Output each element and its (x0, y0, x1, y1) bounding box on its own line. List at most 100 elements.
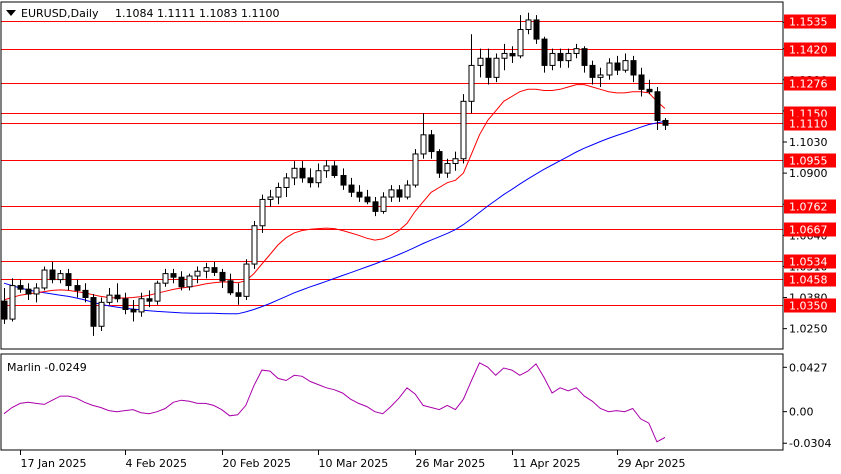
candle-body-bear (178, 276, 185, 288)
candle (412, 149, 419, 188)
candle (630, 55, 637, 83)
candle-body-bull (517, 29, 524, 57)
candle-body-bear (662, 119, 669, 126)
candle (194, 266, 201, 284)
candle (404, 180, 411, 200)
candle (211, 261, 218, 277)
candle-body-bull (9, 285, 16, 320)
candle-body-bear (219, 271, 226, 282)
x-tick-label: 29 Apr 2025 (618, 457, 686, 470)
candle-body-bull (98, 301, 105, 327)
candle (638, 67, 645, 97)
candle (444, 158, 451, 178)
x-tick-label: 10 Mar 2025 (319, 457, 389, 470)
collapse-triangle-icon[interactable] (6, 10, 16, 16)
level-label-box (784, 199, 836, 214)
candle (162, 268, 169, 287)
candle-body-bull (203, 267, 210, 272)
candle (654, 86, 661, 131)
level-label-box (784, 42, 836, 57)
candle-body-bull (162, 273, 169, 284)
ohlc-values: 1.1084 1.1111 1.1083 1.1100 (115, 7, 279, 20)
candle-body-bull (106, 294, 113, 303)
level-label-box (784, 76, 836, 91)
candle-body-bear (227, 280, 234, 294)
candle-body-bull (283, 177, 290, 188)
candle (283, 173, 290, 198)
candle (606, 58, 613, 80)
candle-body-bear (356, 191, 363, 198)
marlin-indicator-line (3, 362, 666, 443)
candle (41, 266, 48, 291)
candle (493, 53, 500, 83)
candle-body-bear (82, 289, 89, 299)
candle-body-bear (25, 288, 32, 295)
candle (452, 151, 459, 171)
candle (275, 182, 282, 205)
candle-body-bull (404, 184, 411, 198)
candle (203, 262, 210, 279)
level-label: 1.0762 (789, 201, 828, 214)
candle-body-bull (275, 186, 282, 198)
indicator-panel-frame (0, 353, 784, 451)
candle-body-bear (74, 285, 81, 291)
candle (315, 163, 322, 188)
candle (82, 283, 89, 303)
candle-body-bull (33, 287, 40, 295)
candle-body-bull (291, 167, 298, 179)
candle-body-bear (364, 196, 371, 203)
candle-body-bear (557, 52, 564, 62)
x-tick-label: 26 Mar 2025 (416, 457, 486, 470)
candle (291, 161, 298, 186)
level-label: 1.0955 (789, 155, 828, 168)
candle (323, 159, 330, 178)
candle-body-bear (533, 19, 540, 40)
candle (299, 161, 306, 183)
candle-body-bear (396, 189, 403, 198)
candle (307, 168, 314, 188)
candle (646, 79, 653, 95)
candle-body-bull (186, 275, 193, 288)
candle (396, 185, 403, 202)
candle (533, 15, 540, 44)
x-tick-label: 11 Apr 2025 (513, 457, 581, 470)
candle (1, 287, 8, 324)
candle-body-bull (412, 153, 419, 186)
candle-body-bull (622, 60, 629, 71)
candle (178, 271, 185, 291)
candle-body-bull (444, 163, 451, 174)
candle (501, 43, 508, 71)
level-label-box (784, 153, 836, 168)
level-label: 1.1535 (789, 16, 828, 29)
level-label-box (784, 116, 836, 131)
candle-body-bull (388, 189, 395, 198)
candle-body-bear (49, 269, 56, 281)
level-label: 1.0667 (789, 224, 828, 237)
candle-body-bear (654, 91, 661, 121)
candle-body-bull (251, 225, 258, 265)
candle-body-bear (340, 175, 347, 186)
candle-body-bear (170, 273, 177, 278)
level-label: 1.0458 (789, 274, 828, 287)
candle (219, 268, 226, 288)
candle-body-bear (581, 48, 588, 66)
candle (557, 48, 564, 68)
candle (372, 197, 379, 217)
candle-body-bear (1, 300, 8, 320)
candle (25, 283, 32, 300)
candle (525, 12, 532, 35)
candle (154, 280, 161, 305)
candle (509, 46, 516, 64)
candle-body-bull (452, 158, 459, 165)
level-label-box (784, 298, 836, 313)
candle-body-bear (114, 294, 121, 300)
candle (251, 220, 258, 269)
candle-body-bull (597, 74, 604, 78)
candle (436, 149, 443, 178)
level-label-box (784, 272, 836, 287)
indicator-title: Marlin -0.0249 (7, 361, 87, 374)
candle (74, 279, 81, 298)
